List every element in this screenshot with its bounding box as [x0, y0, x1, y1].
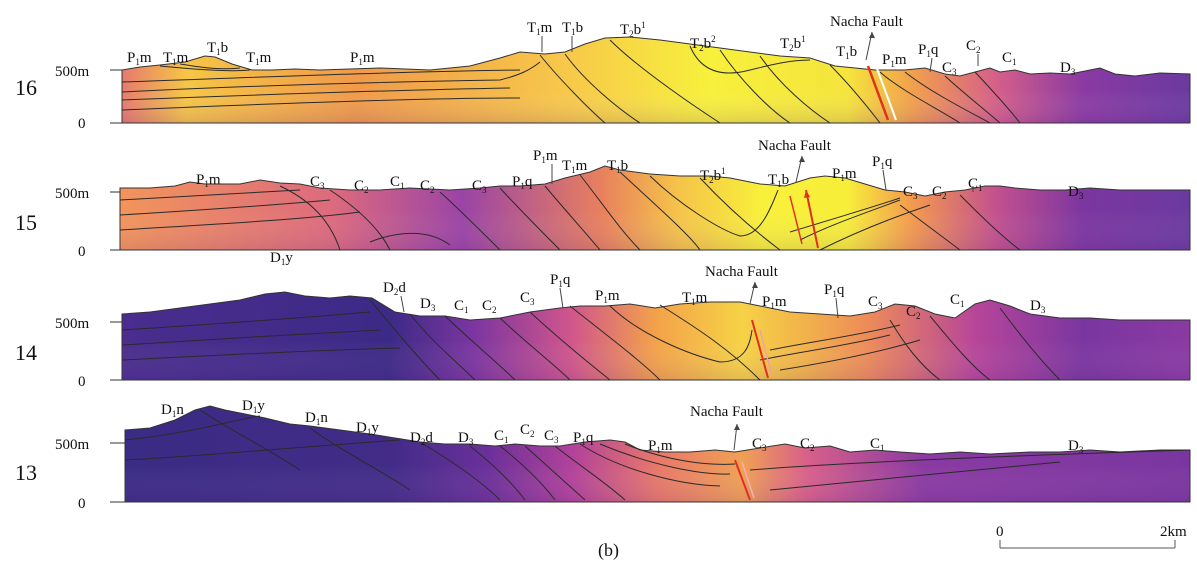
stratigraphic-unit-label: C2 [906, 304, 921, 321]
stratigraphic-unit-label: T1b [562, 20, 583, 37]
stratigraphic-unit-label: P1m [762, 294, 787, 311]
stratigraphic-unit-label: T2b2 [690, 34, 716, 53]
stratigraphic-unit-label: C2 [800, 436, 815, 453]
stratigraphic-unit-label: P1m [196, 172, 221, 189]
fault-label: Nacha Fault [758, 138, 832, 154]
stratigraphic-unit-label: C1 [494, 428, 509, 445]
stratigraphic-unit-label: C3 [310, 174, 325, 191]
elevation-axes [110, 69, 125, 503]
profile-15 [119, 155, 1191, 251]
unit-pointer-line [400, 295, 405, 313]
elevation-label-top: 500m [55, 316, 90, 332]
stratigraphic-unit-label: D3 [1060, 60, 1076, 77]
stratigraphic-unit-label: C1 [950, 292, 965, 309]
stratigraphic-unit-label: C2 [420, 178, 435, 195]
stratigraphic-unit-label: C2 [354, 178, 369, 195]
stratigraphic-unit-label: D1y [270, 250, 293, 267]
stratigraphic-unit-label: D3 [458, 430, 474, 447]
unit-pointer-line [929, 57, 933, 73]
unit-pointer-line [559, 287, 564, 309]
profile-number-13: 13 [15, 460, 37, 485]
profile-number-15: 15 [15, 210, 37, 235]
stratigraphic-unit-label: T1m [246, 50, 272, 67]
stratigraphic-unit-label: C2 [966, 38, 981, 55]
elevation-label-top: 500m [55, 437, 90, 453]
stratigraphic-unit-label: P1m [533, 148, 558, 165]
stratigraphic-unit-label: C2 [520, 422, 535, 439]
stratigraphic-unit-label: T2b1 [620, 20, 646, 39]
stratigraphic-unit-label: P1q [918, 42, 939, 59]
stratigraphic-unit-label: C1 [968, 176, 983, 193]
stratigraphic-unit-label: P1q [824, 282, 845, 299]
stratigraphic-unit-label: D3 [1068, 184, 1084, 201]
stratigraphic-unit-label: T1b [607, 158, 628, 175]
stratigraphic-unit-label: C1 [870, 436, 885, 453]
elevation-label-top: 500m [55, 64, 90, 80]
stratigraphic-unit-label: D2d [410, 430, 433, 447]
stratigraphic-unit-label: P1q [550, 272, 571, 289]
stratigraphic-unit-label: T1b [768, 172, 789, 189]
profile-number-14: 14 [15, 340, 37, 365]
stratigraphic-unit-label: C3 [472, 178, 487, 195]
stratigraphic-unit-label: T1b [207, 40, 228, 57]
elevation-label-base: 0 [78, 374, 86, 390]
stratigraphic-unit-label: P1m [648, 438, 673, 455]
stratigraphic-unit-label: D3 [1068, 438, 1084, 455]
stratigraphic-unit-label: D1n [305, 410, 328, 427]
unit-pointer-line [835, 297, 839, 319]
elevation-label-base: 0 [78, 244, 86, 260]
elevation-label-top: 500m [55, 186, 90, 202]
stratigraphic-unit-label: P1m [350, 50, 375, 67]
scale-bar [999, 540, 1176, 549]
stratigraphic-unit-label: T1m [562, 158, 588, 175]
stratigraphic-unit-label: T1m [163, 50, 189, 67]
elevation-label-base: 0 [78, 116, 86, 132]
stratigraphic-unit-label: P1q [872, 154, 893, 171]
stratigraphic-unit-label: C3 [942, 60, 957, 77]
scale-bar-start: 0 [996, 524, 1004, 540]
stratigraphic-unit-label: P1m [127, 50, 152, 67]
stratigraphic-unit-label: C3 [544, 428, 559, 445]
stratigraphic-unit-label: C3 [868, 294, 883, 311]
stratigraphic-unit-label: P1m [832, 166, 857, 183]
stratigraphic-unit-label: T1m [682, 290, 708, 307]
stratigraphic-unit-label: C1 [390, 174, 405, 191]
fault-label: Nacha Fault [705, 264, 779, 280]
stratigraphic-unit-label: C3 [752, 436, 767, 453]
stratigraphic-unit-label: C3 [520, 290, 535, 307]
profile-14 [121, 281, 1191, 381]
scale-bar-end: 2km [1160, 524, 1187, 540]
stratigraphic-unit-label: P1q [573, 430, 594, 447]
stratigraphic-unit-label: P1q [512, 174, 533, 191]
stratigraphic-unit-label: D1y [356, 420, 379, 437]
stratigraphic-unit-label: T2b1 [700, 166, 726, 185]
stratigraphic-unit-label: C1 [454, 298, 469, 315]
stratigraphic-unit-label: P1m [595, 288, 620, 305]
stratigraphic-unit-label: C1 [1002, 50, 1017, 67]
stratigraphic-unit-label: T1m [527, 20, 553, 37]
stratigraphic-unit-label: C3 [903, 184, 918, 201]
elevation-label-base: 0 [78, 496, 86, 512]
stratigraphic-unit-label: D1n [161, 402, 184, 419]
stratigraphic-unit-label: T1b [836, 44, 857, 61]
stratigraphic-unit-label: D3 [1030, 298, 1046, 315]
stratigraphic-unit-label: C2 [482, 298, 497, 315]
stratigraphic-unit-label: D3 [420, 296, 436, 313]
stratigraphic-unit-label: D1y [242, 398, 265, 415]
profile-13 [124, 405, 1191, 503]
unit-pointer-line [882, 169, 887, 191]
stratigraphic-unit-label: D2d [383, 280, 406, 297]
stratigraphic-unit-label: P1m [882, 52, 907, 69]
stratigraphic-unit-label: C2 [932, 184, 947, 201]
profile-number-16: 16 [15, 75, 37, 100]
profile-16 [121, 31, 1191, 124]
figure-caption: (b) [598, 540, 619, 561]
fault-label: Nacha Fault [690, 404, 764, 420]
stratigraphic-unit-label: T2b1 [780, 34, 806, 53]
fault-label: Nacha Fault [830, 14, 904, 30]
